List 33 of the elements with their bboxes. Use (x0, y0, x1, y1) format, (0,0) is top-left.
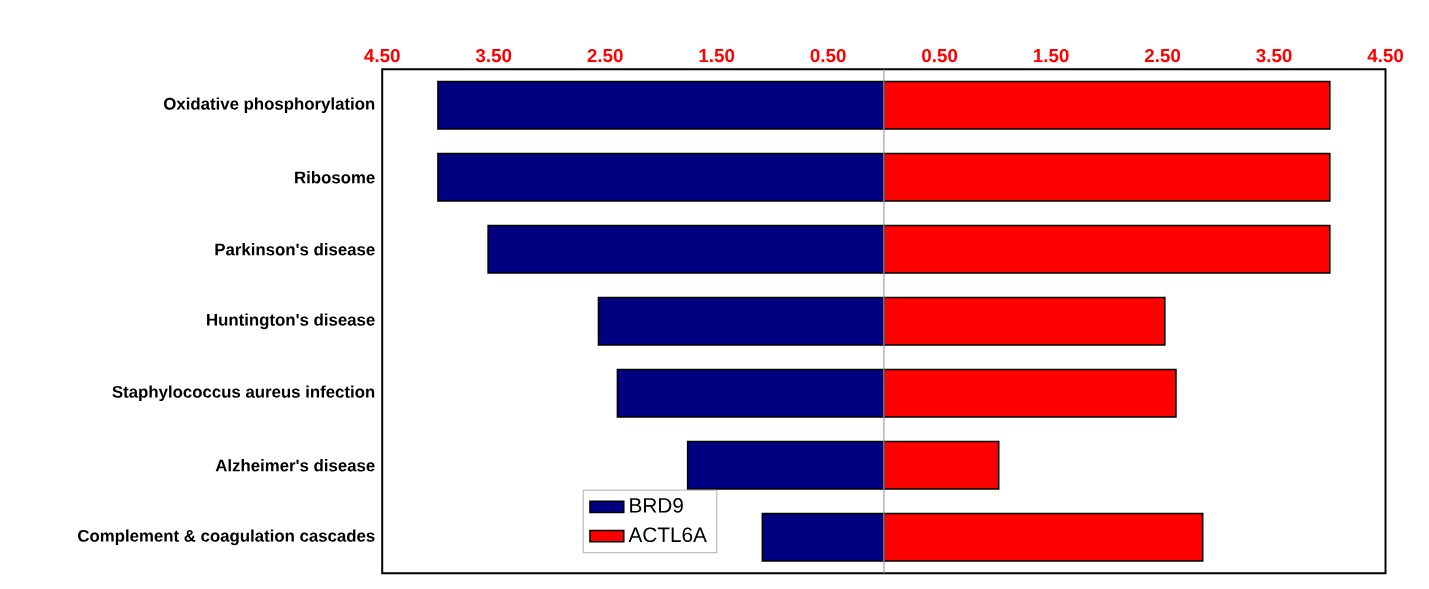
y-tick-label: Oxidative phosphorylation (163, 97, 375, 113)
bar (616, 368, 885, 418)
bar (883, 368, 1177, 418)
x-tick-label: 3.50 (475, 48, 512, 63)
bar (761, 512, 885, 562)
x-tick-label: 2.50 (587, 48, 623, 63)
bar (597, 296, 885, 346)
bar (883, 224, 1331, 274)
bar (883, 296, 1166, 346)
bar (437, 152, 885, 202)
x-tick-label: 1.50 (699, 48, 735, 63)
bar (883, 152, 1331, 202)
legend-label: BRD9 (630, 498, 683, 513)
bar (487, 224, 885, 274)
bar (686, 440, 885, 490)
y-tick-label: Parkinson's disease (215, 243, 375, 256)
bar (883, 440, 1000, 490)
y-tick-label: Huntington's disease (207, 313, 375, 330)
y-tick-label: Alzheimer's disease (215, 459, 375, 472)
bar (883, 80, 1331, 130)
x-tick-label: 1.50 (1033, 48, 1069, 63)
y-tick-label: Staphylococcus aureus infection (112, 385, 375, 402)
legend-label: ACTL6A (628, 527, 707, 543)
y-tick-label: Complement & coagulation cascades (78, 529, 375, 546)
bar (883, 512, 1204, 562)
x-tick-label: 4.50 (1367, 48, 1404, 63)
bar (437, 80, 885, 130)
x-tick-label: 0.50 (810, 48, 846, 63)
x-tick-label: 0.50 (922, 48, 958, 63)
x-tick-label: 3.50 (1256, 48, 1292, 63)
x-tick-label: 4.50 (364, 48, 400, 63)
x-tick-label: 2.50 (1144, 48, 1181, 63)
y-tick-label: Ribosome (295, 170, 375, 184)
